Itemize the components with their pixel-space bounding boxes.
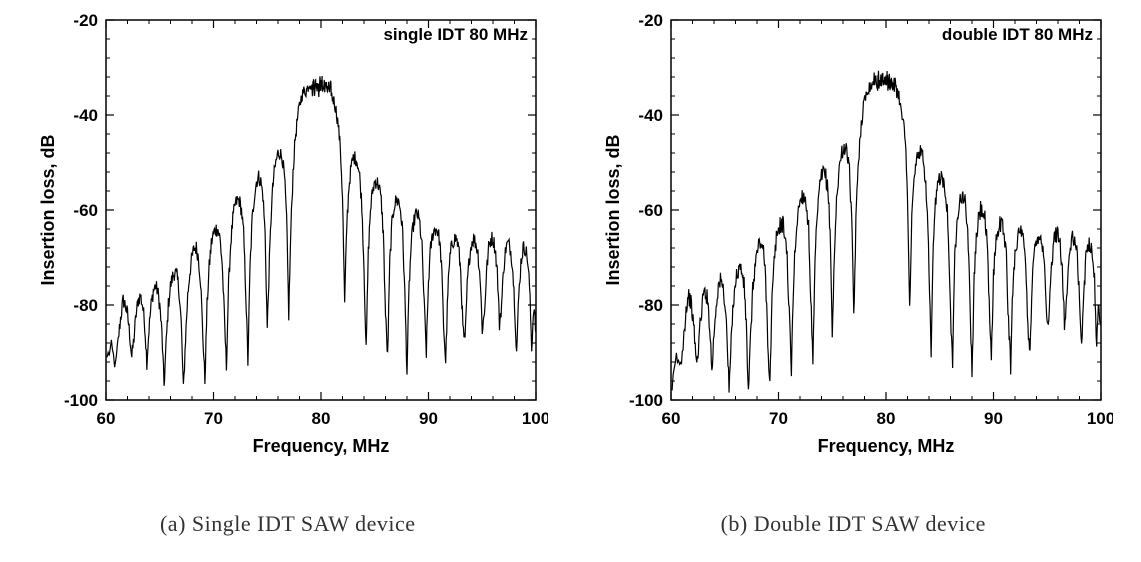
chart-panel-b: 60 70 80 90 100 -100 -80 -60 -40 -20 Frequency, MH… xyxy=(593,10,1113,537)
svg-text:Insertion loss, dB: Insertion loss, dB xyxy=(38,134,58,285)
svg-text:Frequency, MHz: Frequency, MHz xyxy=(818,436,955,456)
chart-b-container: 60 70 80 90 100 -100 -80 -60 -40 -20 Frequency, MH… xyxy=(593,10,1113,483)
chart-a-caption: (a) Single IDT SAW device xyxy=(160,511,416,537)
svg-text:-40: -40 xyxy=(73,106,98,125)
svg-text:80: 80 xyxy=(877,409,896,428)
svg-text:-20: -20 xyxy=(639,11,664,30)
svg-text:double IDT 80 MHz: double IDT 80 MHz xyxy=(942,25,1093,44)
svg-text:70: 70 xyxy=(769,409,788,428)
svg-text:80: 80 xyxy=(311,409,330,428)
chart-b-caption: (b) Double IDT SAW device xyxy=(721,511,986,537)
svg-text:-100: -100 xyxy=(64,391,98,410)
svg-text:100: 100 xyxy=(522,409,548,428)
svg-text:100: 100 xyxy=(1087,409,1113,428)
svg-text:-100: -100 xyxy=(629,391,663,410)
svg-text:-80: -80 xyxy=(639,296,664,315)
svg-text:60: 60 xyxy=(96,409,115,428)
svg-text:60: 60 xyxy=(662,409,681,428)
chart-a-container: 60 70 80 90 100 -100 -80 -60 -40 -20 Frequency, MH… xyxy=(28,10,548,483)
svg-text:-60: -60 xyxy=(639,201,664,220)
svg-text:-60: -60 xyxy=(73,201,98,220)
svg-text:-40: -40 xyxy=(639,106,664,125)
svg-text:90: 90 xyxy=(984,409,1003,428)
chart-b-svg: 60 70 80 90 100 -100 -80 -60 -40 -20 Frequency, MH… xyxy=(593,10,1113,478)
svg-text:single IDT 80 MHz: single IDT 80 MHz xyxy=(383,25,528,44)
svg-text:70: 70 xyxy=(204,409,223,428)
svg-text:Insertion loss, dB: Insertion loss, dB xyxy=(603,134,623,285)
svg-text:90: 90 xyxy=(419,409,438,428)
chart-a-svg: 60 70 80 90 100 -100 -80 -60 -40 -20 Frequency, MH… xyxy=(28,10,548,478)
svg-text:-80: -80 xyxy=(73,296,98,315)
svg-text:Frequency, MHz: Frequency, MHz xyxy=(252,436,389,456)
chart-panel-a: 60 70 80 90 100 -100 -80 -60 -40 -20 Frequency, MH… xyxy=(28,10,548,537)
svg-text:-20: -20 xyxy=(73,11,98,30)
